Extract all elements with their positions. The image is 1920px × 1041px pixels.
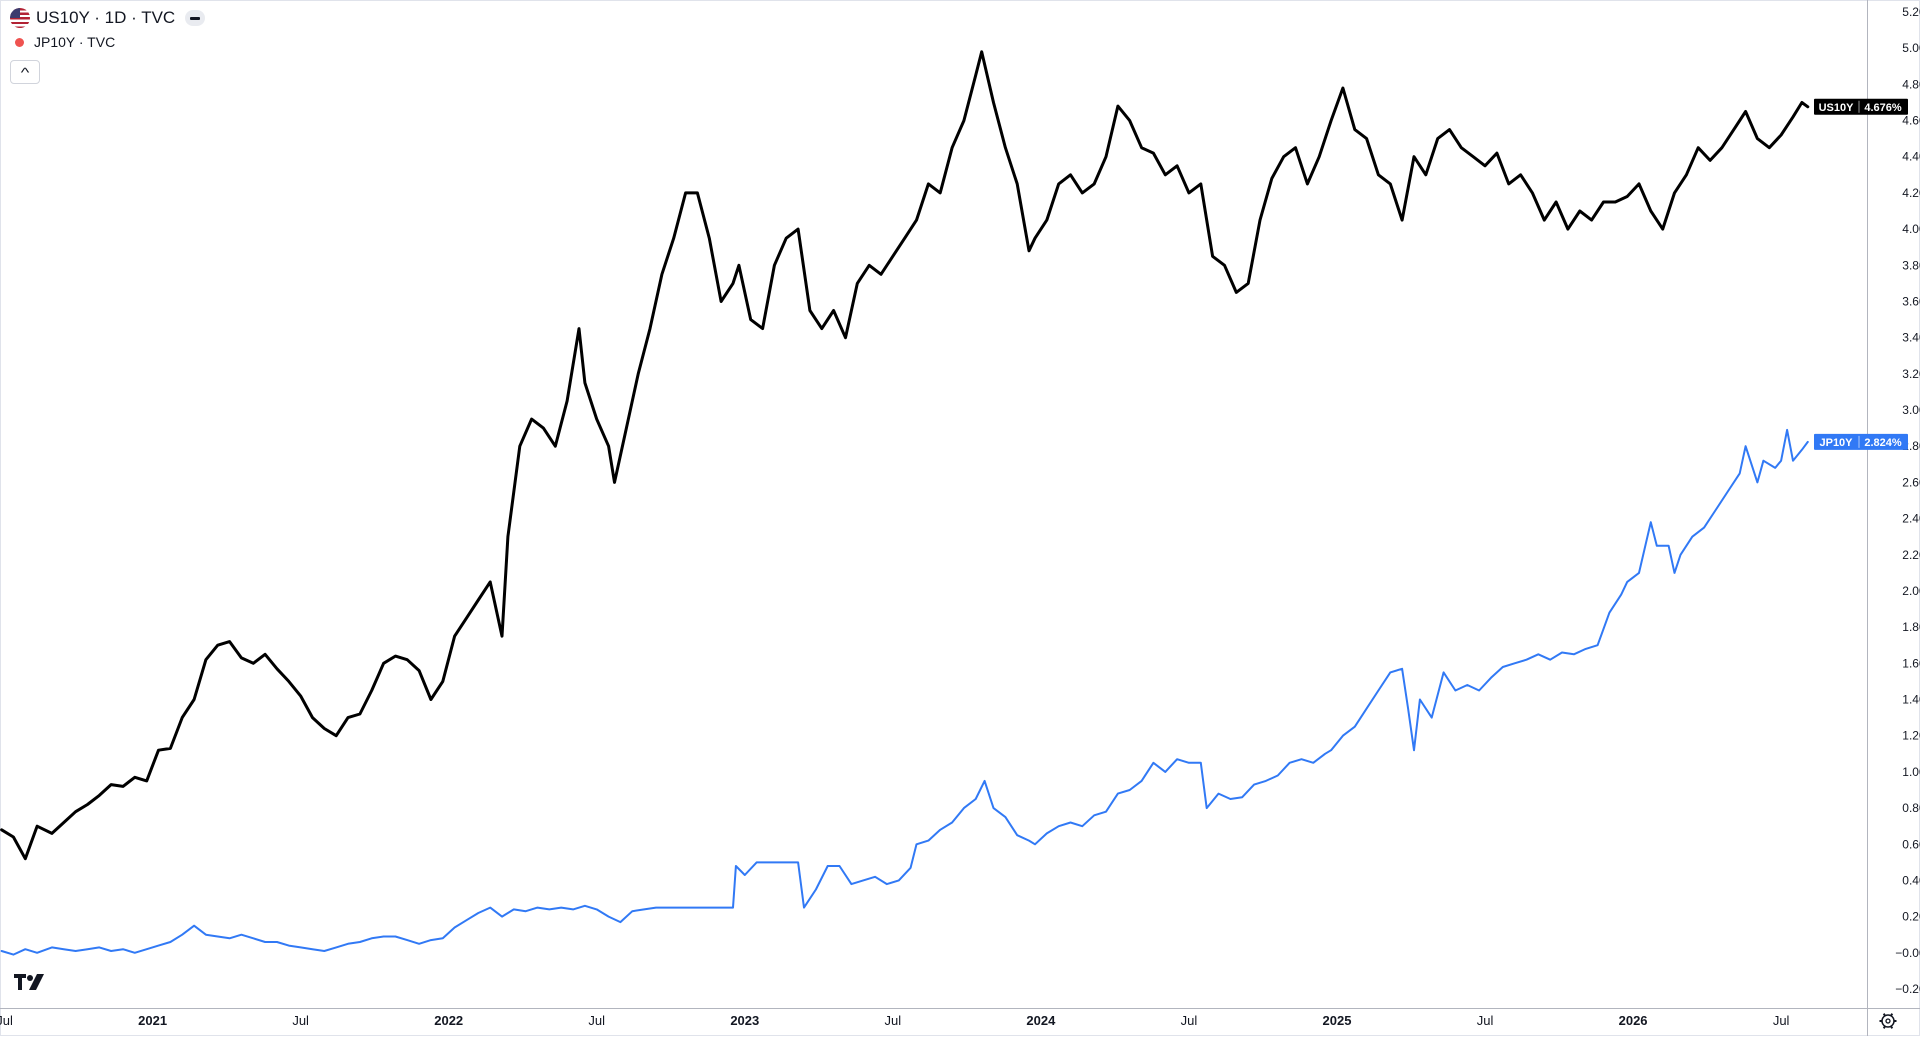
badge-series-name: JP10Y: [1819, 437, 1853, 449]
x-tick-label: Jul: [588, 1013, 605, 1028]
last-value-badge-jp10y: JP10Y 2.824%: [1814, 433, 1908, 450]
badge-series-name: US10Y: [1819, 102, 1855, 114]
x-tick-label: 2026: [1619, 1013, 1648, 1028]
legend-main-row[interactable]: US10Y · 1D · TVC: [10, 6, 206, 30]
y-tick-label: 0.200%: [1902, 910, 1920, 924]
badge-bg: [1814, 98, 1908, 115]
chevron-up-icon: ^: [20, 64, 30, 80]
y-tick-label: 1.800%: [1902, 620, 1920, 634]
y-tick-label: 2.200%: [1902, 548, 1920, 562]
y-tick-label: 4.800%: [1902, 77, 1920, 91]
logo-part: [29, 974, 44, 990]
y-tick-label: 0.600%: [1902, 837, 1920, 851]
gear-hub: [1885, 1018, 1891, 1024]
gear-tooth: [1882, 1013, 1886, 1017]
y-tick-label: 4.600%: [1902, 114, 1920, 128]
badge-value: 4.676%: [1864, 102, 1902, 114]
x-tick-label: Jul: [885, 1013, 902, 1028]
us-flag-icon: [10, 8, 30, 28]
gear-tooth: [1890, 1013, 1894, 1017]
series-line-us10y: [0, 50, 1810, 861]
collapse-legend-button[interactable]: ^: [10, 60, 40, 84]
y-tick-label: 4.200%: [1902, 186, 1920, 200]
gear-icon[interactable]: [1879, 1013, 1897, 1029]
logo-part: [27, 975, 33, 981]
y-tick-label: 3.200%: [1902, 367, 1920, 381]
gear-tooth: [1882, 1025, 1886, 1029]
legend: US10Y · 1D · TVC JP10Y · TVC ^: [10, 6, 206, 84]
x-tick-label: 2022: [434, 1013, 463, 1028]
y-tick-label: 4.000%: [1902, 222, 1920, 236]
minus-pill-icon[interactable]: [185, 10, 206, 26]
gear-tooth: [1890, 1025, 1894, 1029]
compare-symbol-title[interactable]: JP10Y · TVC: [34, 34, 116, 50]
x-tick-label: Jul: [1181, 1013, 1198, 1028]
x-tick-label: Jul: [0, 1013, 13, 1028]
x-tick-label: 2021: [138, 1013, 167, 1028]
series-line-jp10y: [0, 428, 1809, 956]
y-tick-label: 3.400%: [1902, 331, 1920, 345]
x-tick-label: 2024: [1026, 1013, 1056, 1028]
x-tick-label: Jul: [1773, 1013, 1790, 1028]
logo-part: [14, 974, 26, 990]
compare-dot-icon: [15, 37, 24, 47]
x-tick-label: 2025: [1323, 1013, 1352, 1028]
y-tick-label: 5.000%: [1902, 41, 1920, 55]
y-tick-label: 2.400%: [1902, 512, 1920, 526]
x-tick-label: 2023: [730, 1013, 759, 1028]
legend-compare-row[interactable]: JP10Y · TVC: [10, 30, 205, 54]
y-tick-label: 2.600%: [1902, 475, 1920, 489]
gear-ring: [1881, 1014, 1895, 1028]
x-tick-label: Jul: [292, 1013, 309, 1028]
last-value-badge-us10y: US10Y 4.676%: [1814, 98, 1908, 115]
y-tick-label: 3.800%: [1902, 258, 1920, 272]
main-symbol-title[interactable]: US10Y · 1D · TVC: [36, 8, 176, 27]
y-tick-label: −0.200%: [1895, 982, 1920, 996]
y-tick-label: −0.000%: [1895, 946, 1920, 960]
y-tick-label: 1.400%: [1902, 693, 1920, 707]
y-tick-label: 1.200%: [1902, 729, 1920, 743]
tradingview-logo-icon: [14, 974, 44, 990]
badge-value: 2.824%: [1864, 437, 1902, 449]
y-tick-label: 5.200%: [1902, 5, 1920, 19]
y-tick-label: 4.400%: [1902, 150, 1920, 164]
y-tick-label: 0.400%: [1902, 873, 1920, 887]
y-tick-label: 1.600%: [1902, 656, 1920, 670]
y-tick-label: 1.000%: [1902, 765, 1920, 779]
badge-bg: [1814, 433, 1908, 450]
y-tick-label: 3.600%: [1902, 294, 1920, 308]
y-tick-label: 3.000%: [1902, 403, 1920, 417]
y-tick-label: 0.800%: [1902, 801, 1920, 815]
x-tick-label: Jul: [1477, 1013, 1494, 1028]
y-tick-label: 2.000%: [1902, 584, 1920, 598]
